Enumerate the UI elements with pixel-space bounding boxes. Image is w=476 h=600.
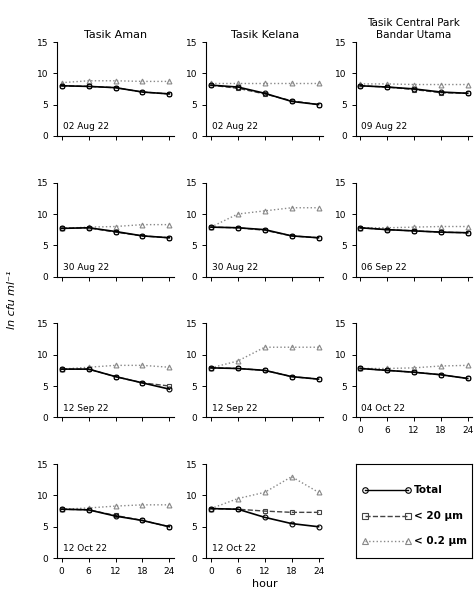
Text: 06 Sep 22: 06 Sep 22 — [361, 263, 406, 272]
Title: Tasik Kelana: Tasik Kelana — [230, 30, 298, 40]
Text: 02 Aug 22: 02 Aug 22 — [63, 122, 109, 131]
Text: < 0.2 μm: < 0.2 μm — [413, 536, 466, 546]
Text: 30 Aug 22: 30 Aug 22 — [63, 263, 109, 272]
Title: Tasik Central Park
Bandar Utama: Tasik Central Park Bandar Utama — [367, 18, 459, 40]
Text: 09 Aug 22: 09 Aug 22 — [361, 122, 407, 131]
Text: 12 Sep 22: 12 Sep 22 — [212, 404, 257, 413]
Text: < 20 μm: < 20 μm — [413, 511, 462, 521]
Text: 04 Oct 22: 04 Oct 22 — [361, 404, 405, 413]
X-axis label: hour: hour — [251, 579, 277, 589]
Text: 02 Aug 22: 02 Aug 22 — [212, 122, 258, 131]
Text: 12 Oct 22: 12 Oct 22 — [212, 544, 256, 553]
Text: 12 Oct 22: 12 Oct 22 — [63, 544, 107, 553]
Text: Total: Total — [413, 485, 442, 496]
Text: 12 Sep 22: 12 Sep 22 — [63, 404, 109, 413]
Text: 30 Aug 22: 30 Aug 22 — [212, 263, 258, 272]
Text: ln cfu ml⁻¹: ln cfu ml⁻¹ — [7, 271, 17, 329]
Title: Tasik Aman: Tasik Aman — [84, 30, 147, 40]
